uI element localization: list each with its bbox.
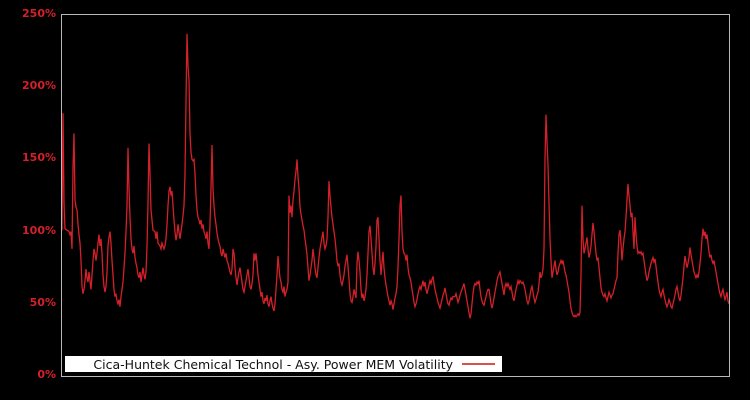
y-axis-tick-label: 150% bbox=[22, 151, 56, 165]
volatility-line bbox=[62, 33, 729, 319]
y-axis-tick-label: 0% bbox=[37, 368, 56, 381]
legend-series-label: Cica-Huntek Chemical Technol - Asy. Powe… bbox=[93, 356, 453, 372]
chart-canvas bbox=[62, 33, 729, 319]
y-axis-tick-label: 50% bbox=[29, 295, 56, 309]
legend: Cica-Huntek Chemical Technol - Asy. Powe… bbox=[65, 356, 502, 372]
plot-area: Cica-Huntek Chemical Technol - Asy. Powe… bbox=[61, 14, 730, 377]
y-axis-tick-label: 200% bbox=[22, 79, 56, 93]
legend-line-sample-icon bbox=[462, 363, 495, 365]
y-axis-tick-label: 100% bbox=[22, 223, 56, 237]
y-axis-tick-label: 250% bbox=[22, 7, 56, 20]
